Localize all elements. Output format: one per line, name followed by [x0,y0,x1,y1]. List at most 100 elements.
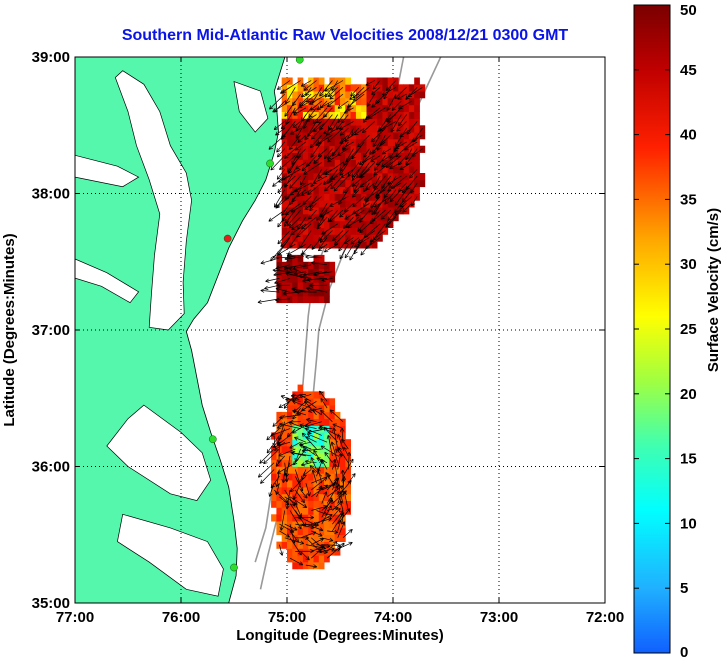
velocity-arrow [292,483,301,500]
velocity-cell [334,138,341,147]
velocity-cell [287,405,293,413]
velocity-cell [334,234,341,242]
velocity-cell [324,145,330,153]
velocity-arrow [270,428,291,437]
velocity-cell [324,152,330,160]
velocity-cell [371,84,378,92]
velocity-arrow [363,148,370,158]
colorbar-tick-label: 15 [680,451,697,468]
velocity-cell [297,521,304,529]
velocity-cell [329,466,336,474]
y-tick-label: 39:00 [32,49,70,66]
velocity-cell [302,418,309,426]
velocity-cell [313,541,320,549]
velocity-cell [292,241,298,249]
velocity-cell [297,562,304,570]
velocity-arrow [278,400,291,409]
velocity-cell [393,132,399,140]
velocity-cell [387,104,394,112]
velocity-cell [318,562,325,570]
velocity-arrow [275,287,291,293]
velocity-arrow [310,100,323,111]
velocity-cell [408,125,415,133]
velocity-cell [292,548,298,556]
velocity-cell [329,98,336,106]
velocity-cell [281,200,288,208]
velocity-cell [382,214,389,222]
velocity-cell [371,111,378,119]
radar-station-3 [223,234,232,243]
velocity-cell [408,159,415,167]
velocity-cell [297,555,304,563]
velocity-cell [419,145,426,153]
velocity-arrow [369,230,386,243]
velocity-arrow [272,441,291,449]
velocity-cell [313,398,320,406]
velocity-arrow [399,196,413,208]
velocity-cell [313,562,320,570]
velocity-cell [318,104,325,112]
velocity-arrow [287,254,301,259]
velocity-cell [308,466,314,474]
velocity-cell [324,405,330,413]
velocity-arrow [275,128,285,136]
velocity-cell [350,159,357,167]
velocity-cell [324,220,330,228]
velocity-cell [302,268,309,276]
radar-station-2 [266,159,274,168]
velocity-cell [329,159,336,167]
velocity-arrow [372,223,386,241]
velocity-cell [324,193,330,201]
velocity-arrow [353,182,365,194]
velocity-arrow [394,189,407,206]
velocity-cell [297,541,304,549]
velocity-cell [393,98,399,106]
velocity-cell [292,521,298,529]
velocity-cell [340,152,346,160]
velocity-arrow [373,196,386,215]
velocity-cell [324,425,330,433]
velocity-arrow [323,243,338,253]
velocity-cell [408,111,415,119]
velocity-cell [371,179,378,188]
x-axis-label: Longitude (Degrees:Minutes) [236,627,444,644]
velocity-arrow [320,397,328,409]
velocity-cell [308,398,314,406]
velocity-cell [366,138,373,147]
velocity-cell [297,77,304,85]
velocity-cell [313,391,320,399]
velocity-arrow [282,291,301,296]
colorbar-tick-label: 20 [680,386,697,403]
velocity-cell [334,179,341,188]
velocity-arrow [384,189,397,205]
velocity-cell [313,425,320,433]
velocity-arrow [294,436,307,443]
velocity-cell [340,493,346,501]
x-tick-label: 75:00 [268,609,306,626]
velocity-cell [387,159,394,167]
velocity-arrow [300,216,317,230]
velocity-cell [276,487,283,495]
velocity-arrow [304,398,317,409]
velocity-cell [340,439,346,447]
velocity-cell [361,186,367,194]
velocity-arrow [285,489,291,510]
velocity-cell [287,261,293,269]
velocity-cell [297,104,304,112]
velocity-cell [361,104,367,112]
velocity-cell [318,227,325,235]
velocity-cell [281,432,288,440]
velocity-arrow [330,441,339,463]
velocity-cell [371,173,378,181]
velocity-cell [334,548,341,556]
velocity-cell [297,193,304,201]
velocity-cell [292,179,298,188]
velocity-arrow [300,87,317,98]
velocity-cell [313,534,320,542]
velocity-cell [287,84,293,92]
velocity-arrow [342,491,349,511]
velocity-cell [334,493,341,501]
velocity-cell [318,514,325,522]
velocity-cell [334,459,341,467]
velocity-cell [318,391,325,399]
